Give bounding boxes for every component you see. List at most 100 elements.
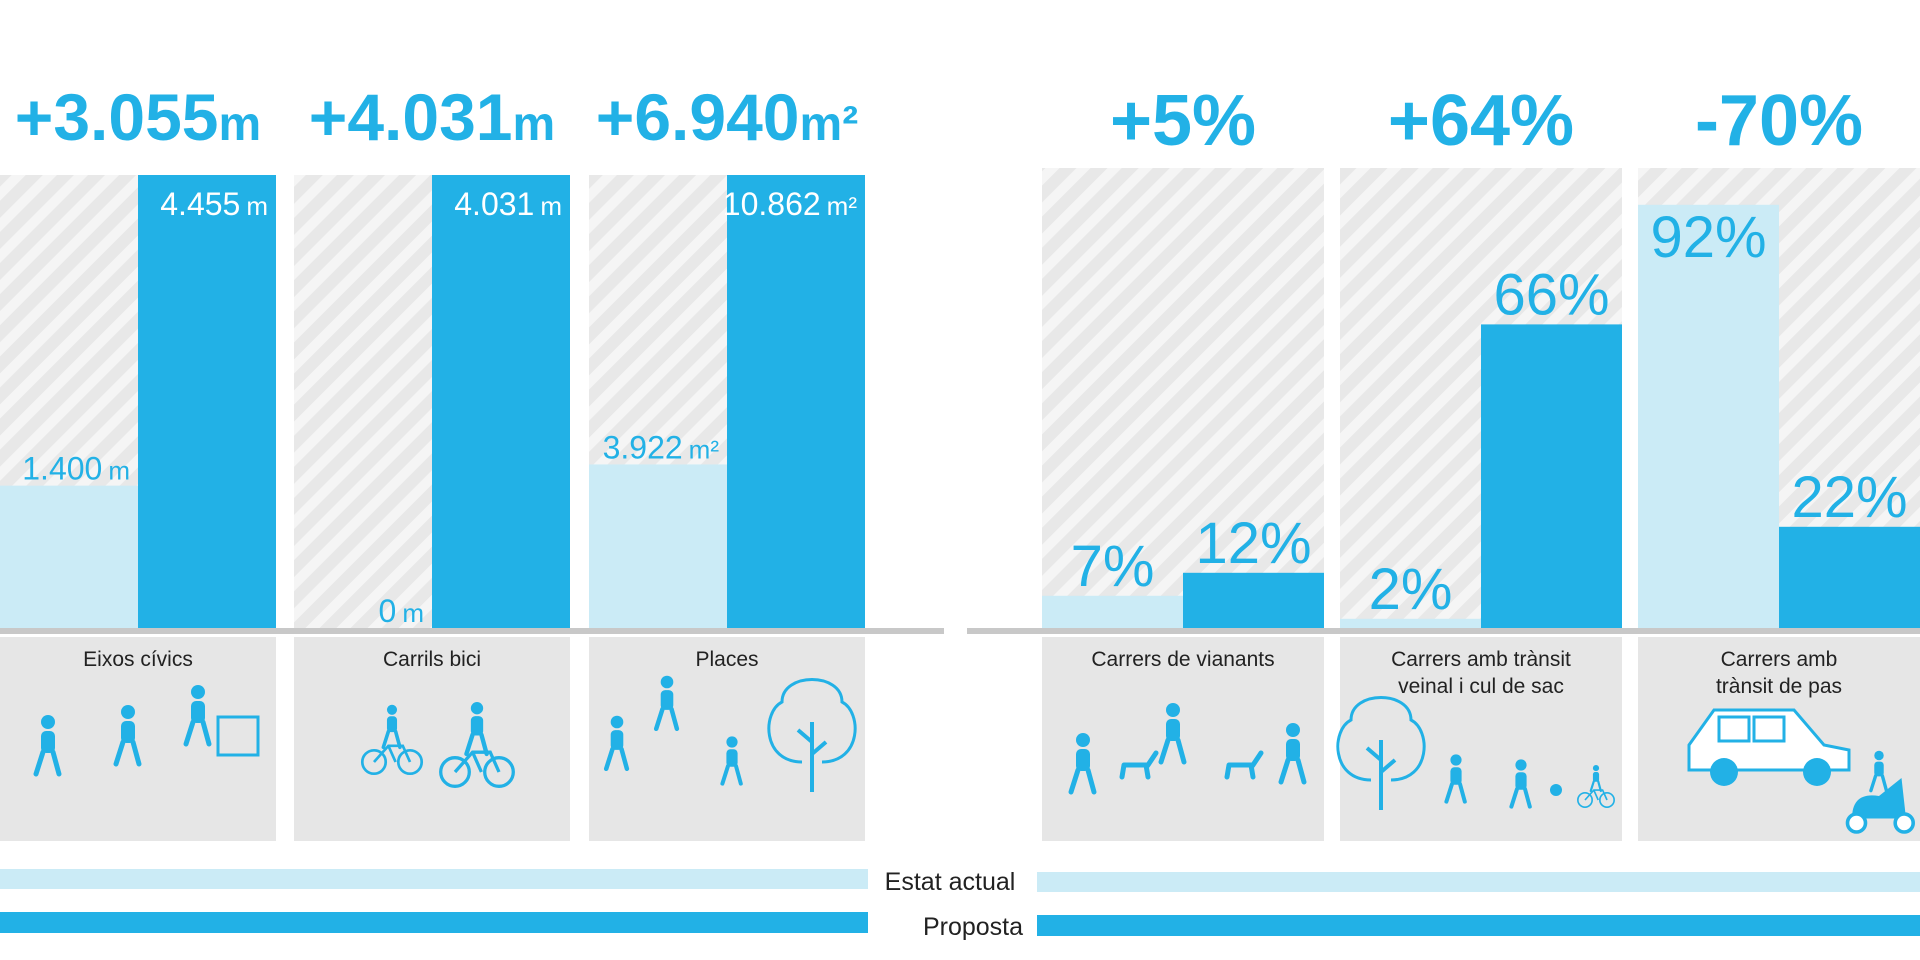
bar-proposal (1779, 526, 1920, 628)
bar-current (0, 485, 138, 628)
data-label-proposal-unit: m (540, 191, 562, 221)
data-label-current: 92% (1650, 205, 1766, 270)
person-head-icon (660, 675, 674, 689)
bike-wheel-icon (1577, 792, 1593, 808)
tree-trunk-icon (1365, 740, 1397, 810)
person-head-icon (1450, 754, 1462, 766)
category-label: Carrils bici (383, 648, 481, 671)
category-panel (294, 637, 570, 841)
data-label-proposal: 4.455 m (160, 186, 268, 222)
data-label-proposal: 22% (1791, 465, 1907, 530)
headline-change: +5% (1110, 81, 1256, 161)
category-panel (589, 637, 865, 841)
legend-current-bar-left (0, 869, 868, 889)
scooter-wheel-icon (1845, 812, 1868, 834)
car-wheel-icon (1803, 758, 1831, 786)
person-body-icon (470, 716, 484, 736)
bar-proposal (727, 175, 865, 628)
headline-change: +64% (1388, 81, 1574, 161)
headline-value: +3.055 (15, 80, 219, 154)
tree-crown-icon (767, 678, 857, 764)
person-head-icon (1286, 723, 1300, 737)
person-legs-icon (113, 739, 142, 767)
person-body-icon (1515, 772, 1527, 790)
person-legs-icon (1589, 780, 1602, 793)
data-label-current-value: 1.400 (22, 451, 102, 487)
bar-current (589, 464, 727, 628)
bar-proposal (1183, 572, 1324, 628)
data-label-proposal: 10.862 m² (723, 186, 858, 222)
data-label-proposal-unit: m (246, 191, 268, 221)
person-legs-icon (603, 746, 630, 772)
person-body-icon (1450, 767, 1462, 785)
percent-group-3: 92% 22% -70% Carrers amb trànsit de pas (1638, 81, 1920, 841)
category-label: Places (695, 648, 758, 671)
bar-current (1042, 595, 1183, 628)
person-head-icon (1515, 759, 1527, 771)
person-legs-icon (720, 764, 743, 786)
data-label-current-unit: m (402, 598, 424, 628)
car-window-icon (1717, 715, 1751, 743)
category-panel (1340, 637, 1622, 841)
category-label-line: Carrers amb (1721, 648, 1838, 671)
person-legs-icon (1869, 774, 1889, 793)
data-label-proposal-unit: m² (827, 191, 858, 221)
cyclists-icon (360, 702, 515, 788)
headline-change: +6.940m² (596, 80, 858, 154)
person-legs-icon (653, 706, 680, 732)
bar-proposal (138, 175, 276, 628)
data-label-proposal: 12% (1195, 511, 1311, 576)
person-head-icon (191, 685, 205, 699)
category-label-line: trànsit de pas (1716, 675, 1842, 698)
headline-change: +3.055m (15, 80, 261, 154)
percent-group-2: 2% 66% +64% Carrers amb trànsit veinal i cul… (1336, 81, 1622, 841)
bike-frame-icon (1584, 789, 1608, 801)
legend-current-label: Estat actual (885, 868, 1016, 896)
car-wheel-icon (1710, 758, 1738, 786)
bike-wheel-icon (439, 756, 471, 788)
data-label-current-unit: m² (689, 434, 720, 464)
person-body-icon (191, 701, 205, 723)
data-label-proposal: 66% (1493, 262, 1609, 327)
data-label-proposal-value: 4.455 (160, 186, 240, 222)
tree-crown-icon (1336, 696, 1426, 782)
bike-wheel-icon (360, 748, 388, 776)
data-label-current: 3.922 m² (603, 429, 720, 465)
trolley-icon (216, 715, 260, 757)
person-body-icon (610, 730, 624, 750)
person-body-icon (726, 749, 738, 767)
person-head-icon (1166, 703, 1180, 717)
bike-frame-icon (372, 744, 412, 763)
baseline-right (967, 628, 1920, 634)
person-body-icon (1592, 772, 1600, 782)
person-body-icon (41, 731, 55, 753)
bike-wheel-icon (1599, 792, 1615, 808)
dog-icon (1119, 750, 1159, 780)
person-body-icon (1166, 719, 1180, 741)
data-label-current-value: 3.922 (603, 429, 683, 465)
person-head-icon (41, 715, 55, 729)
person-legs-icon (1278, 757, 1307, 785)
bike-frame-icon (453, 750, 501, 774)
scooter-body-icon (1852, 778, 1906, 819)
person-body-icon (386, 716, 398, 733)
person-body-icon (1874, 761, 1884, 777)
person-head-icon (1874, 750, 1884, 761)
person-head-icon (726, 736, 738, 748)
bike-wheel-icon (396, 748, 424, 776)
data-label-current: 1.400 m (22, 451, 130, 487)
person-body-icon (121, 721, 135, 743)
headline-unit: m (219, 98, 262, 151)
data-label-current-unit: m (108, 456, 130, 486)
bar-current (1340, 618, 1481, 628)
person-head-icon (386, 704, 398, 715)
baseline-left (0, 628, 944, 634)
headline-unit: m (513, 98, 556, 151)
data-label-proposal-value: 4.031 (454, 186, 534, 222)
percent-group-1: 7% 12% +5% Carrers de vianants (1042, 81, 1324, 841)
person-legs-icon (1158, 737, 1187, 765)
data-label-current: 7% (1071, 534, 1155, 599)
person-head-icon (121, 705, 135, 719)
car-scooter-icon (1687, 708, 1915, 834)
